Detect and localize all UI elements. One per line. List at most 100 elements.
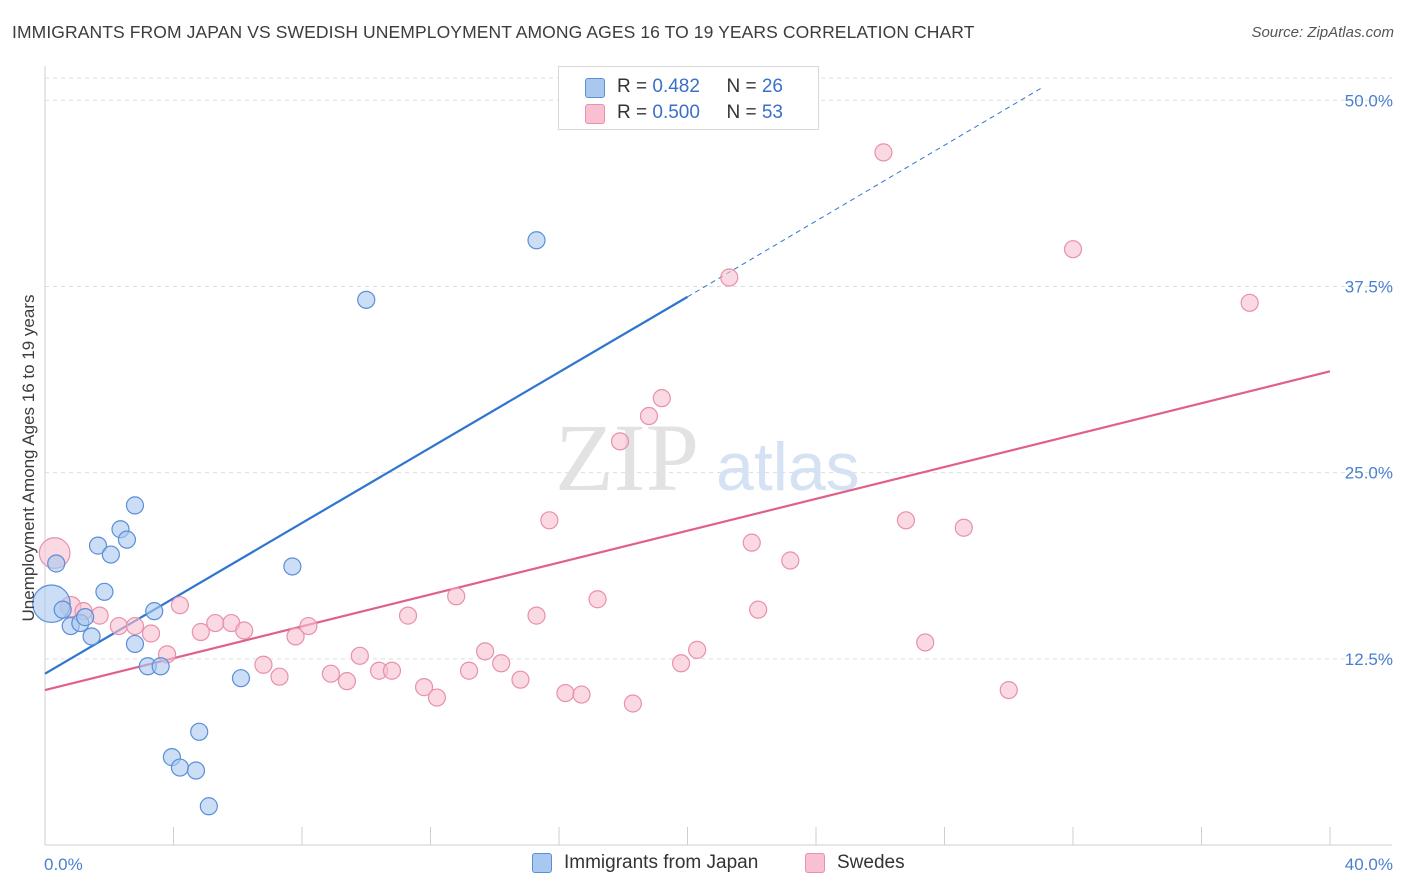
legend-row-text: R = 0.482 N = 26 — [617, 76, 783, 98]
swedes-point — [254, 655, 273, 674]
japan-point — [186, 761, 206, 780]
swedes-point — [742, 533, 761, 552]
swedes-point — [398, 606, 418, 625]
swedes-point — [527, 606, 546, 625]
n-value: 26 — [761, 76, 783, 97]
japan-point — [101, 545, 120, 564]
r-label: R = — [617, 76, 653, 97]
japan-point — [88, 536, 108, 555]
n-label: N = — [726, 102, 762, 123]
n-label: N = — [726, 76, 762, 97]
swedes-point — [896, 511, 916, 530]
swedes-point — [337, 672, 357, 691]
japan-point — [357, 290, 376, 309]
japan-point — [117, 530, 137, 549]
japan-point — [76, 608, 95, 627]
swedes-point — [459, 661, 479, 680]
japan-point — [145, 602, 164, 621]
watermark: ZIP atlas — [555, 404, 860, 511]
swedes-point — [141, 624, 161, 643]
japan-point — [47, 554, 66, 573]
swedes-point — [125, 616, 145, 636]
legend-label: Swedes — [837, 852, 905, 873]
tick-labels: 12.5% 25.0% 37.5% 50.0% 0.0% 40.0% — [44, 91, 1393, 874]
swedes-point — [916, 633, 935, 652]
correlation-legend: R = 0.482 N = 26 R = 0.500 N = 53 — [558, 66, 819, 130]
n-value: 53 — [761, 102, 783, 123]
watermark-atlas: atlas — [716, 429, 860, 505]
y-tick-label: 25.0% — [1345, 464, 1393, 483]
swedes-point — [688, 640, 707, 659]
swedes-point — [414, 678, 434, 697]
swedes-swatch — [585, 104, 605, 124]
source-label: Source: ZipAtlas.com — [1251, 24, 1394, 41]
japan-point — [82, 627, 101, 646]
series-legend: Immigrants from Japan Swedes — [0, 852, 1406, 878]
swedes-point — [511, 670, 530, 689]
swedes-swatch — [805, 853, 825, 873]
japan-swatch — [532, 853, 552, 873]
y-tick-label: 12.5% — [1345, 650, 1393, 669]
watermark-zip: ZIP — [555, 404, 699, 511]
swedes-point — [427, 688, 447, 707]
x-tick-label: 40.0% — [1345, 855, 1393, 874]
swedes-point — [1240, 293, 1259, 312]
swedes-point — [749, 600, 768, 619]
chart-title: IMMIGRANTS FROM JAPAN VS SWEDISH UNEMPLO… — [12, 22, 975, 42]
y-tick-label: 37.5% — [1345, 277, 1393, 296]
swedes-point — [639, 406, 659, 426]
japan-point — [125, 496, 145, 515]
swedes-point — [191, 622, 210, 642]
japan-swatch — [585, 78, 605, 98]
trend-lines — [44, 87, 1331, 692]
gridlines — [45, 77, 1392, 660]
swedes-point — [447, 587, 466, 606]
swedes-point — [781, 551, 800, 570]
swedes-point — [1063, 240, 1083, 259]
swedes-point — [382, 661, 402, 680]
japan-point — [95, 582, 114, 601]
japan-point — [283, 557, 302, 576]
swedes-point — [671, 654, 691, 673]
swedes-point — [270, 667, 289, 686]
y-tick-label: 50.0% — [1345, 91, 1393, 110]
legend-row-text: R = 0.500 N = 53 — [617, 102, 783, 124]
swedes-point — [954, 518, 973, 537]
japan-point — [527, 231, 546, 250]
r-label: R = — [617, 102, 653, 123]
swedes-point — [999, 680, 1018, 700]
swedes-point — [350, 646, 369, 665]
x-tick-label: 0.0% — [44, 855, 83, 874]
swedes-point — [588, 590, 607, 609]
japan-point — [170, 758, 190, 777]
y-axis-title: Unemployment Among Ages 16 to 19 years — [19, 295, 38, 622]
swedes-point — [720, 268, 739, 287]
japan-point — [199, 797, 218, 816]
r-value: 0.482 — [652, 76, 700, 97]
r-value: 0.500 — [652, 102, 700, 123]
axes — [44, 66, 1392, 846]
swedes-point — [874, 143, 893, 162]
swedes-trend-line — [44, 370, 1331, 692]
legend-label: Immigrants from Japan — [564, 852, 759, 873]
swedes-point — [321, 664, 341, 683]
swedes-point — [170, 596, 190, 615]
japan-point — [151, 657, 170, 676]
japan-point — [231, 669, 251, 688]
swedes-point — [109, 616, 128, 636]
data-points — [32, 83, 1259, 816]
swedes-point — [299, 616, 318, 636]
japan-point — [190, 722, 209, 741]
swedes-point — [652, 389, 671, 408]
swedes-point — [235, 621, 254, 640]
japan-point — [53, 600, 72, 619]
swedes-point — [286, 627, 305, 646]
swedes-point — [556, 683, 575, 703]
swedes-point — [492, 654, 511, 673]
swedes-point — [572, 685, 591, 704]
swedes-point — [623, 694, 642, 713]
swedes-point — [206, 613, 225, 633]
swedes-point — [540, 511, 559, 530]
swedes-point — [610, 432, 630, 451]
